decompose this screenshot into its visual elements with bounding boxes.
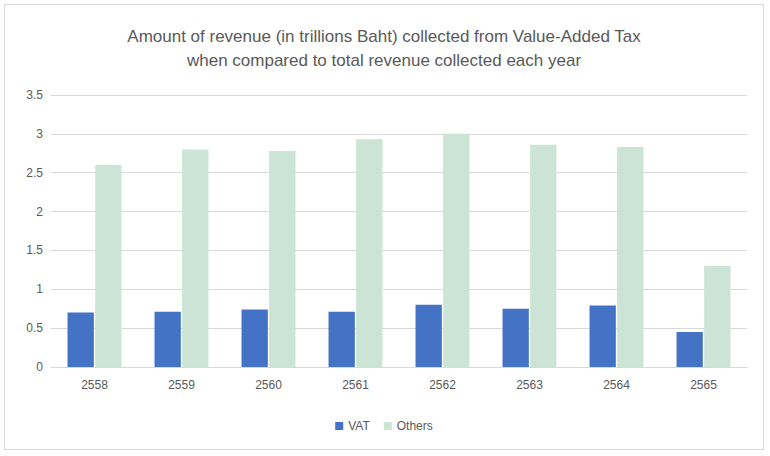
svg-text:0.5: 0.5 — [26, 321, 43, 335]
svg-text:2558: 2558 — [81, 378, 108, 392]
svg-text:2.5: 2.5 — [26, 166, 43, 180]
svg-text:2560: 2560 — [255, 378, 282, 392]
svg-text:VAT: VAT — [348, 419, 370, 433]
svg-text:1.5: 1.5 — [26, 243, 43, 257]
svg-text:3.5: 3.5 — [26, 88, 43, 102]
svg-text:2565: 2565 — [690, 378, 717, 392]
svg-text:3: 3 — [36, 127, 43, 141]
svg-text:when compared to total revenue: when compared to total revenue collected… — [186, 51, 581, 70]
svg-text:0: 0 — [36, 360, 43, 374]
svg-text:Amount of revenue (in trillion: Amount of revenue (in trillions Baht) co… — [127, 27, 641, 46]
svg-text:2562: 2562 — [429, 378, 456, 392]
svg-text:2564: 2564 — [603, 378, 630, 392]
svg-text:2: 2 — [36, 205, 43, 219]
svg-text:2561: 2561 — [342, 378, 369, 392]
svg-text:1: 1 — [36, 282, 43, 296]
svg-text:2559: 2559 — [168, 378, 195, 392]
svg-text:Others: Others — [397, 419, 433, 433]
svg-text:2563: 2563 — [516, 378, 543, 392]
